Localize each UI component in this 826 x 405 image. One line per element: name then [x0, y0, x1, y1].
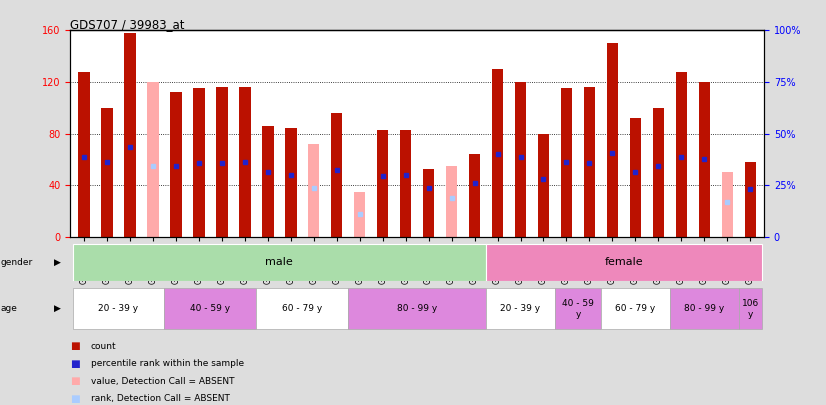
Bar — [653, 108, 664, 237]
Text: percentile rank within the sample: percentile rank within the sample — [91, 359, 244, 368]
Text: ■: ■ — [70, 394, 80, 403]
Bar — [491, 69, 503, 237]
Text: 20 - 39 y: 20 - 39 y — [501, 304, 540, 313]
Bar — [486, 244, 762, 281]
Bar — [239, 87, 250, 237]
Bar — [555, 288, 601, 329]
Bar — [400, 130, 411, 237]
Bar — [262, 126, 273, 237]
Bar — [78, 72, 90, 237]
Text: female: female — [605, 257, 643, 267]
Text: 20 - 39 y: 20 - 39 y — [98, 304, 139, 313]
Text: count: count — [91, 342, 116, 351]
Bar — [331, 113, 343, 237]
Bar — [285, 128, 297, 237]
Text: male: male — [265, 257, 293, 267]
Bar — [676, 72, 687, 237]
Bar — [722, 173, 733, 237]
Text: 80 - 99 y: 80 - 99 y — [397, 304, 437, 313]
Bar — [354, 192, 365, 237]
Text: gender: gender — [1, 258, 33, 267]
Text: ▶: ▶ — [54, 258, 60, 267]
Bar — [147, 82, 159, 237]
Bar — [193, 88, 205, 237]
Text: 60 - 79 y: 60 - 79 y — [615, 304, 656, 313]
Bar — [744, 162, 756, 237]
Bar — [629, 118, 641, 237]
Bar — [738, 288, 762, 329]
Bar — [538, 134, 549, 237]
Bar — [349, 288, 486, 329]
Bar — [377, 130, 388, 237]
Text: age: age — [1, 304, 17, 313]
Bar — [256, 288, 349, 329]
Bar — [216, 87, 228, 237]
Bar — [606, 43, 618, 237]
Bar — [308, 189, 320, 237]
Bar — [584, 87, 596, 237]
Text: 40 - 59
y: 40 - 59 y — [562, 299, 594, 318]
Text: rank, Detection Call = ABSENT: rank, Detection Call = ABSENT — [91, 394, 230, 403]
Bar — [423, 168, 434, 237]
Bar — [469, 154, 480, 237]
Bar — [308, 144, 320, 237]
Bar — [699, 82, 710, 237]
Text: ■: ■ — [70, 359, 80, 369]
Text: 106
y: 106 y — [742, 299, 759, 318]
Text: ■: ■ — [70, 341, 80, 351]
Bar — [601, 288, 670, 329]
Bar — [124, 33, 135, 237]
Bar — [670, 288, 738, 329]
Bar — [561, 88, 572, 237]
Text: ▶: ▶ — [54, 304, 60, 313]
Bar — [73, 288, 164, 329]
Text: value, Detection Call = ABSENT: value, Detection Call = ABSENT — [91, 377, 235, 386]
Bar — [515, 82, 526, 237]
Text: 40 - 59 y: 40 - 59 y — [190, 304, 230, 313]
Text: GDS707 / 39983_at: GDS707 / 39983_at — [70, 18, 185, 31]
Bar — [486, 288, 555, 329]
Bar — [446, 166, 458, 237]
Text: 80 - 99 y: 80 - 99 y — [684, 304, 724, 313]
Bar — [170, 92, 182, 237]
Text: 60 - 79 y: 60 - 79 y — [282, 304, 322, 313]
Bar — [164, 288, 256, 329]
Text: ■: ■ — [70, 376, 80, 386]
Bar — [73, 244, 486, 281]
Bar — [102, 108, 112, 237]
